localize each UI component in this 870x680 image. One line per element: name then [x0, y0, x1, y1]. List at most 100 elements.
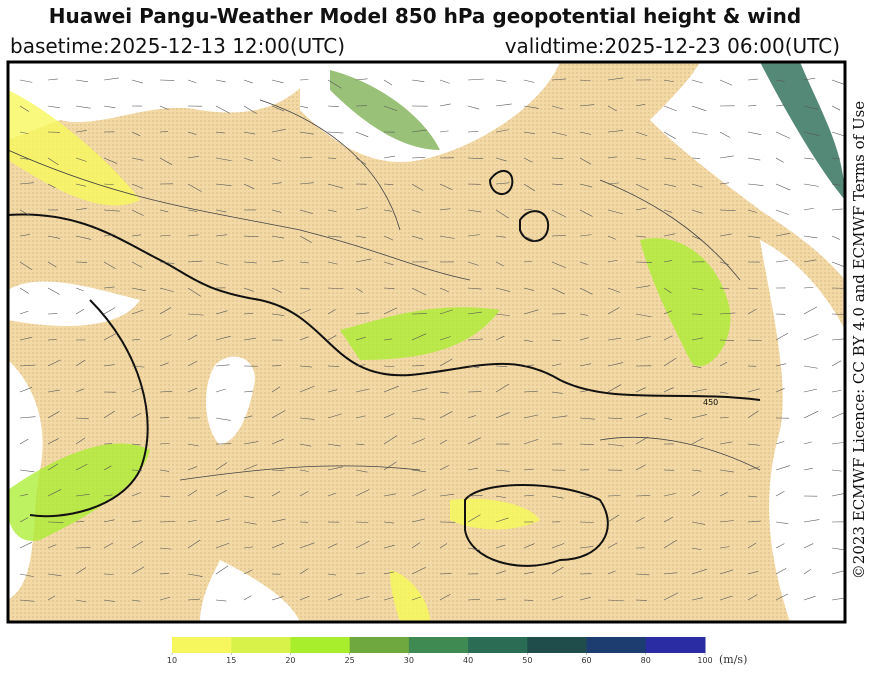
wind-arrow — [607, 417, 623, 419]
contour — [519, 210, 550, 242]
wind-arrow — [579, 363, 592, 367]
wind-arrow — [383, 79, 393, 86]
wind-arrow — [523, 414, 539, 419]
wind-arrow — [803, 365, 818, 369]
wind-arrow — [747, 157, 761, 161]
wind-arrow — [215, 79, 226, 83]
wind-arrow — [495, 412, 510, 419]
wind-arrow — [579, 79, 591, 82]
wind-arrow — [495, 598, 506, 601]
wind-arrow — [75, 567, 87, 575]
wind-arrow — [607, 259, 618, 263]
wind-arrow — [775, 593, 788, 601]
wind-arrow — [523, 105, 539, 109]
wind-arrow — [831, 338, 845, 341]
contour-label: 450 — [703, 398, 718, 407]
wind-arrow — [19, 131, 29, 134]
wind-arrow — [187, 313, 204, 316]
wind-arrow — [523, 235, 537, 242]
wind-arrow — [103, 599, 116, 602]
colorbar-segment — [408, 637, 469, 653]
wind-arrow — [467, 547, 480, 551]
wind-arrow — [523, 183, 536, 192]
wind-arrow — [19, 573, 34, 577]
wind-arrow — [47, 389, 60, 393]
wind-arrow — [355, 287, 363, 293]
wind-arrow — [607, 514, 620, 523]
wind-arrow — [467, 415, 476, 419]
wind-arrow — [803, 183, 819, 187]
wind-arrow — [243, 157, 253, 162]
wind-arrow — [103, 332, 117, 341]
wind-arrow — [271, 542, 284, 549]
wind-arrow — [187, 519, 197, 523]
wind-arrow — [131, 131, 141, 137]
wind-arrow — [551, 287, 565, 295]
wind-arrow — [803, 207, 814, 211]
wind-arrow — [355, 207, 368, 211]
wind-arrow — [523, 209, 533, 211]
wind-arrow — [215, 234, 228, 237]
contour — [488, 170, 514, 195]
wind-arrow — [747, 594, 758, 601]
wind-arrow — [131, 541, 144, 549]
wind-arrow — [131, 443, 141, 446]
wind-arrow — [187, 79, 197, 84]
wind-arrow — [579, 337, 589, 341]
wind-arrow — [131, 566, 145, 575]
wind-arrow — [383, 461, 397, 471]
wind-arrow — [75, 547, 91, 549]
sea — [760, 240, 845, 622]
wind-arrow — [187, 360, 198, 367]
wind-arrow — [215, 542, 230, 549]
wind-arrow — [103, 364, 115, 367]
wind-arrow — [803, 157, 814, 160]
wind-arrow — [467, 365, 480, 368]
wind-arrow — [215, 364, 230, 367]
wind-arrow — [467, 105, 480, 110]
contour — [464, 484, 609, 567]
wind-arrow — [215, 565, 229, 575]
colorbar-segment — [172, 637, 232, 653]
colorbar-segment — [349, 637, 410, 653]
wind-arrow — [383, 435, 398, 445]
wind-arrow — [271, 518, 286, 523]
wind-arrow — [439, 593, 451, 601]
wind-arrow — [131, 365, 145, 368]
wind-arrow — [803, 333, 819, 341]
wind-arrow — [327, 287, 344, 290]
wind-arrow — [551, 339, 561, 341]
wind-arrow — [579, 417, 596, 420]
wind-arrow — [439, 358, 453, 367]
wind-arrow — [299, 417, 315, 420]
wind-arrow — [187, 334, 198, 341]
wind-arrow — [47, 573, 62, 577]
wind-arrow — [803, 410, 819, 419]
wind-arrow — [495, 103, 512, 107]
wind-arrow — [383, 365, 395, 368]
contour — [8, 99, 761, 481]
wind-arrow — [75, 388, 84, 393]
wind-arrow — [803, 131, 820, 137]
wind-arrow — [523, 543, 535, 549]
wind-arrow — [551, 363, 562, 367]
wind-arrow — [551, 131, 567, 136]
wind-arrow — [47, 359, 61, 367]
wind-arrow — [75, 437, 86, 445]
wind-arrow — [187, 155, 199, 159]
wind-arrow — [271, 260, 284, 263]
wind-arrow — [635, 412, 648, 419]
wind-arrow — [439, 130, 449, 133]
wind-arrow — [131, 234, 142, 237]
wind-arrow — [243, 183, 255, 190]
wind-arrow — [47, 183, 56, 189]
wind-arrow — [495, 383, 509, 393]
wind-arrow — [47, 595, 56, 601]
wind-arrow — [383, 413, 395, 419]
wind-arrow — [159, 334, 172, 341]
wind-arrow — [495, 544, 506, 549]
wind-arrow — [579, 234, 592, 237]
wind-arrow — [327, 261, 338, 265]
wind-arrow — [635, 464, 646, 471]
wind-arrow — [663, 387, 674, 393]
